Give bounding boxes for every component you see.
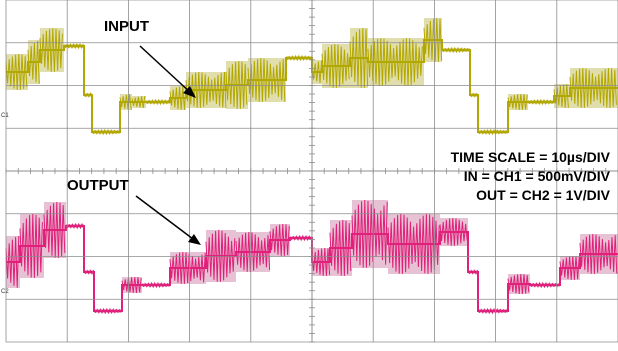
- ch2-output-trace-burst: [529, 281, 560, 289]
- ch2-output-trace-burst: [467, 269, 479, 276]
- ch2-output-trace-burst: [19, 213, 43, 278]
- ch2-output-trace-burst: [205, 229, 236, 282]
- scale-annotations: TIME SCALE = 10µs/DIV IN = CH1 = 500mV/D…: [451, 148, 610, 205]
- ch1-ground-marker: C1: [1, 113, 9, 119]
- annotation-arrows: [135, 45, 201, 245]
- output-arrow: [135, 195, 198, 243]
- ch1-input-trace-burst: [311, 60, 323, 84]
- ch1-input-trace-burst: [169, 85, 187, 110]
- output-arrowhead: [188, 234, 201, 245]
- ch2-output-trace-burst: [269, 223, 290, 256]
- ch1-input-trace-burst: [39, 27, 63, 72]
- input-label: INPUT: [104, 18, 149, 35]
- ch1-input-trace-burst: [367, 37, 423, 87]
- output-label: OUTPUT: [67, 177, 129, 194]
- ch2-output-trace-burst: [5, 235, 20, 288]
- ch2-output-trace-burst: [351, 199, 388, 268]
- ch2-output-trace-burst: [477, 307, 508, 315]
- ch1-input-trace-burst: [131, 95, 146, 108]
- ch2-output-trace-burst: [169, 251, 206, 284]
- time-scale-text: TIME SCALE = 10µs/DIV: [450, 149, 610, 165]
- output-scale-text: OUT = CH2 = 1V/DIV: [476, 187, 610, 203]
- graticule: [5, 0, 618, 343]
- waveform-traces: [5, 17, 618, 315]
- ch2-output-trace-burst: [121, 276, 142, 294]
- ch1-input-trace-baseline: [6, 39, 618, 133]
- ch2-output-trace-burst: [83, 269, 95, 276]
- ch2-output-trace-burst: [387, 213, 440, 274]
- input-arrowhead: [183, 86, 196, 98]
- ch1-input-trace-burst: [507, 93, 528, 111]
- ch1-input-trace-burst: [477, 128, 508, 136]
- input-scale-text: IN = CH1 = 500mV/DIV: [463, 168, 610, 184]
- ch2-ground-marker: C2: [1, 289, 9, 295]
- input-arrow: [139, 45, 193, 95]
